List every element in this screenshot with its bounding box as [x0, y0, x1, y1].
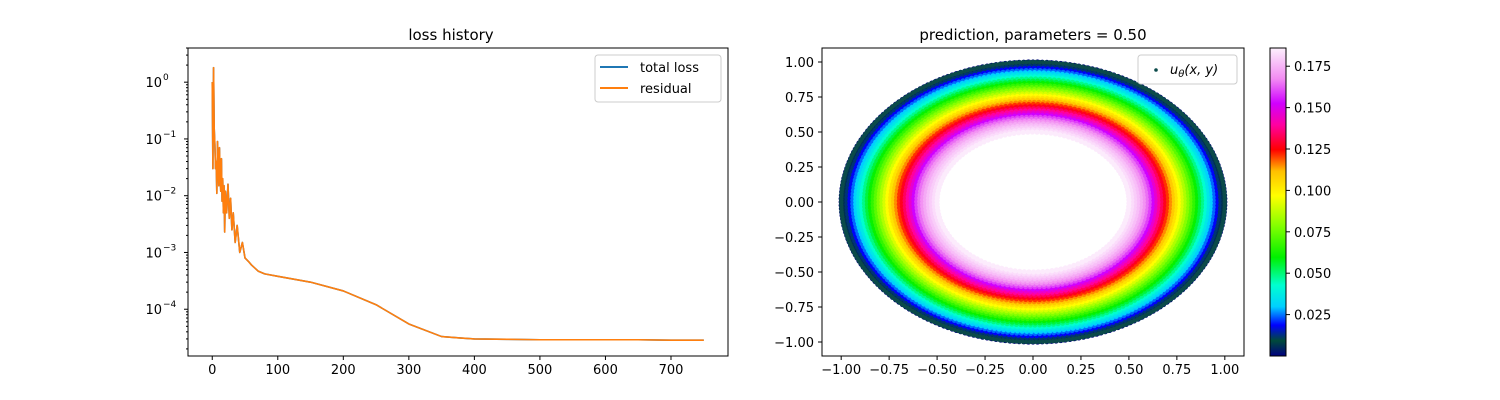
legend-label-residual: residual — [640, 82, 692, 97]
x-tick-label: 600 — [593, 363, 618, 378]
series-line-residual — [211, 66, 704, 341]
loss-history-panel: loss history 0 100 200 300 400 500 600 700 10 −4… — [145, 26, 729, 378]
y-tick-exponent: −4 — [163, 300, 177, 310]
x-tick-label: 700 — [659, 363, 684, 378]
right-chart-title: prediction, parameters = 0.50 — [919, 26, 1146, 44]
x-tick-label: 100 — [265, 363, 290, 378]
y-tick-label: 10 — [145, 133, 162, 148]
prediction-panel: prediction, parameters = 0.50 −1.00 −0.75… — [774, 26, 1245, 378]
x-tick-label: 400 — [462, 363, 487, 378]
y-tick-exponent: −2 — [163, 187, 176, 197]
y-tick-label: 10 — [145, 76, 162, 91]
left-legend: total loss residual — [594, 54, 722, 103]
x-tick-label: 0 — [208, 363, 216, 378]
legend-label-total-loss: total loss — [640, 61, 699, 76]
left-chart-title: loss history — [408, 26, 493, 44]
x-tick-label: 500 — [528, 363, 553, 378]
y-tick-exponent: 0 — [163, 73, 169, 83]
x-tick-label: 200 — [331, 363, 356, 378]
y-tick-label: 10 — [145, 303, 162, 318]
y-tick-exponent: −3 — [163, 243, 176, 253]
y-tick-label: 10 — [145, 190, 162, 205]
y-tick-label: 10 — [145, 246, 162, 261]
series-line-total-loss — [211, 66, 704, 341]
x-tick-label: 300 — [396, 363, 421, 378]
y-tick-exponent: −1 — [163, 130, 176, 140]
left-axes-frame — [187, 47, 729, 357]
